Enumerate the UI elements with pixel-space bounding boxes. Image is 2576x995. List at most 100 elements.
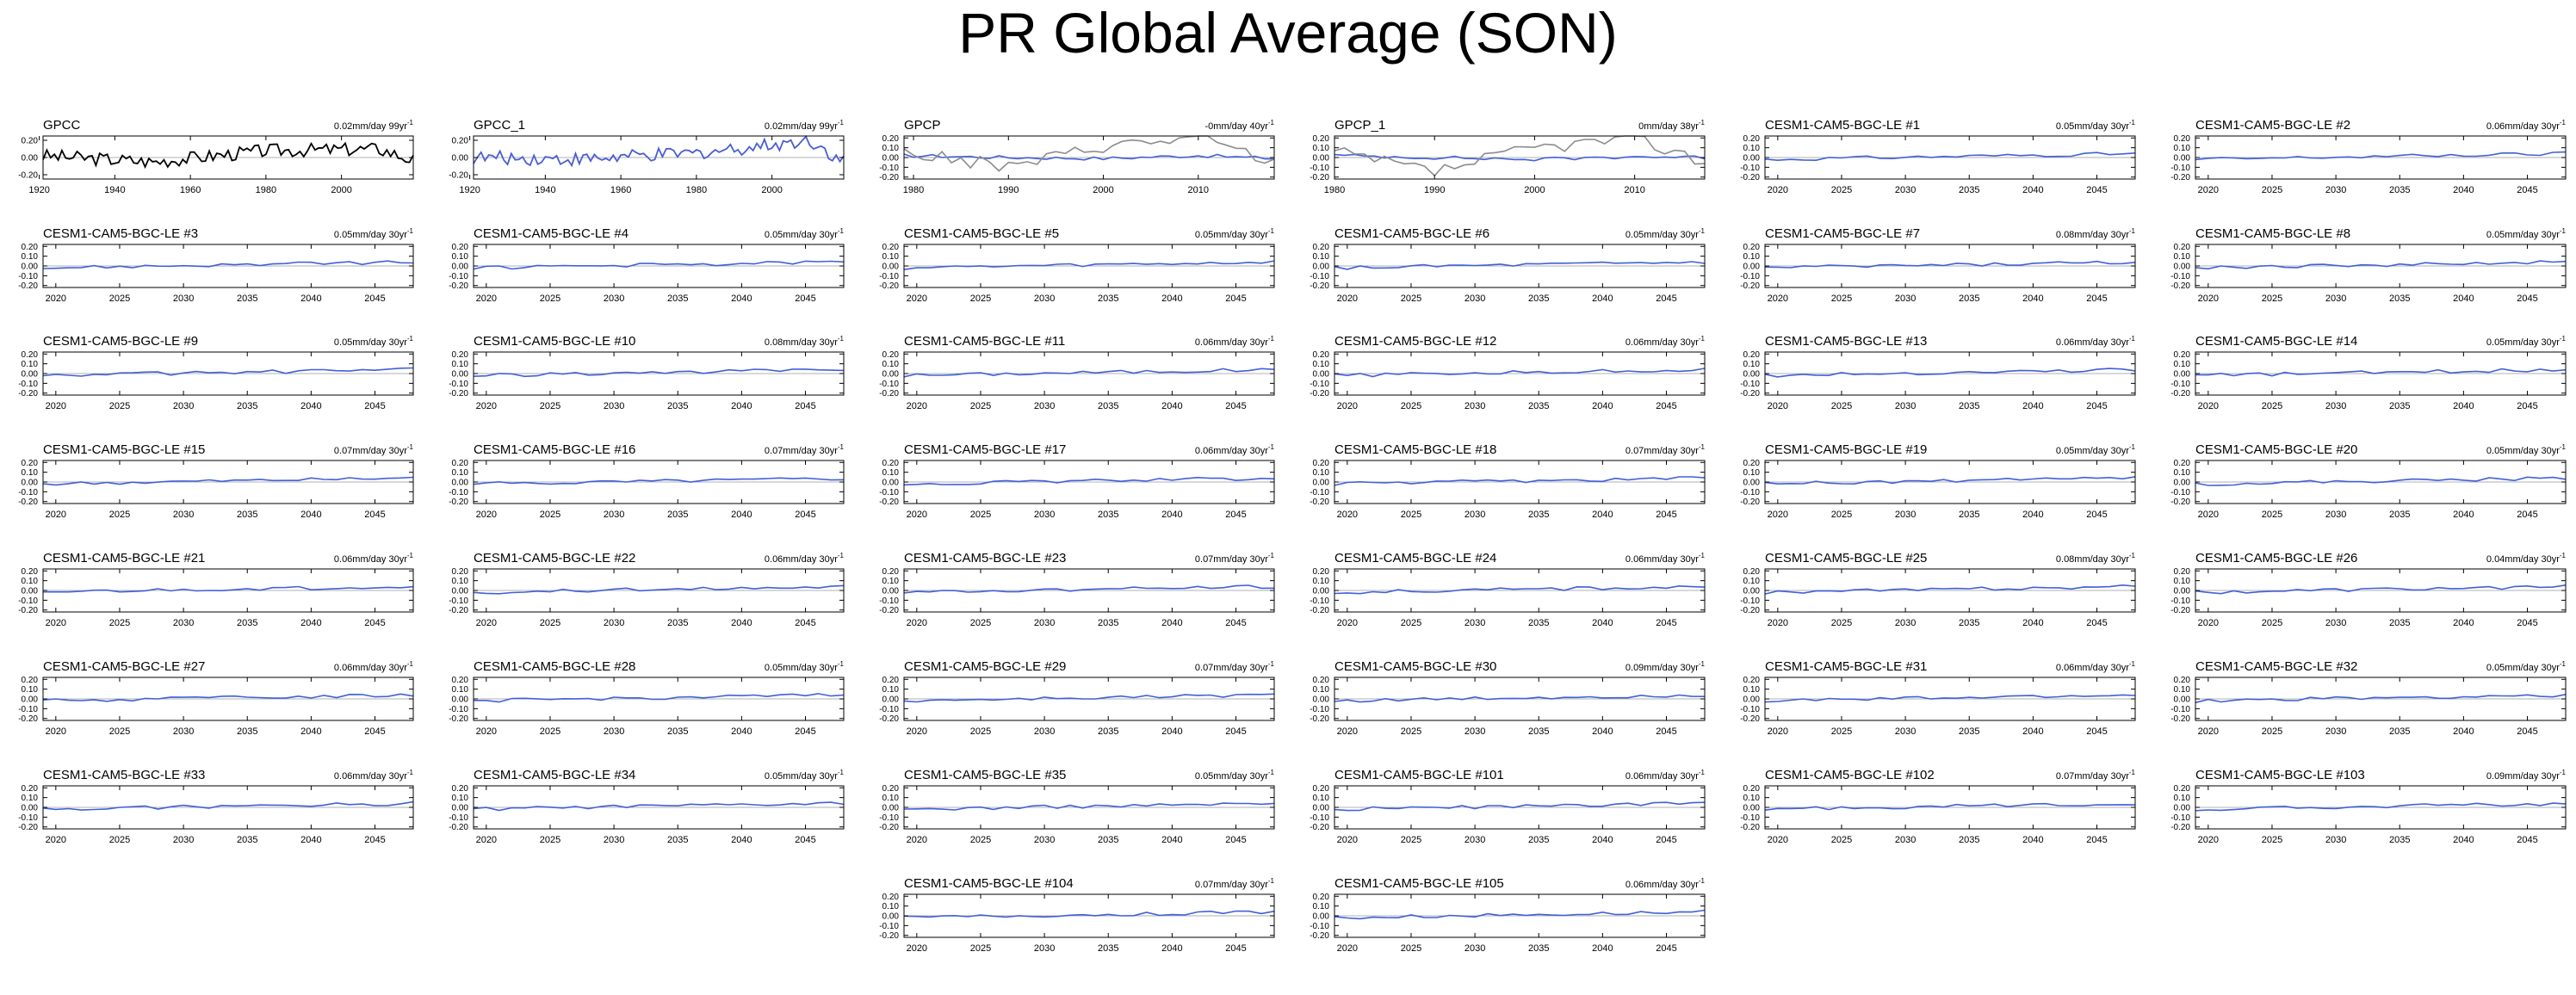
x-tick-label: 2045 [1656,510,1676,520]
y-tick-label: -0.20 [449,714,468,724]
y-tick-label: -0.20 [1740,389,1760,399]
x-tick-label: 2030 [173,294,194,304]
x-tick-label: 2045 [1225,943,1246,954]
x-tick-label: 2000 [331,185,351,195]
series-line [903,135,1275,172]
panel-title: CESM1-CAM5-BGC-LE #21 [43,551,205,565]
x-tick-label: 2030 [173,401,194,411]
x-tick-label: 2030 [1034,294,1055,304]
y-tick-label: -0.20 [879,714,899,724]
y-tick-label: -0.20 [18,606,38,615]
y-tick-label: -0.20 [1310,281,1329,291]
chart-panel: CESM1-CAM5-BGC-LE #28 0.05mm/day 30yr-1 0.… [449,659,844,737]
panel-trend-exponent: -1 [1268,552,1275,559]
y-tick-label: 0.10 [1313,468,1330,478]
x-tick-label: 2040 [2453,510,2474,520]
y-tick-label: 0.00 [452,370,469,380]
x-tick-label: 2025 [109,726,130,737]
y-tick-label: 0.10 [1743,360,1761,369]
chart-panel: CESM1-CAM5-BGC-LE #20 0.05mm/day 30yr-1 0.… [2170,442,2566,520]
x-tick-label: 2035 [1959,835,1979,845]
y-tick-label: 0.20 [1313,676,1330,685]
y-tick-label: 0.20 [452,567,469,577]
chart-panel: CESM1-CAM5-BGC-LE #18 0.07mm/day 30yr-1 0.… [1310,442,1705,520]
series-line [1334,694,1706,703]
x-tick-label: 2030 [1034,401,1055,411]
chart-panel: CESM1-CAM5-BGC-LE #8 0.05mm/day 30yr-1 0.2… [2170,226,2566,304]
x-tick-label: 2035 [1528,618,1549,628]
chart-panel: CESM1-CAM5-BGC-LE #9 0.05mm/day 30yr-1 0.2… [18,334,413,411]
panel-trend-label: 0.06mm/day 30yr-1 [1625,769,1706,782]
panel-trend-label: 0.06mm/day 30yr-1 [1195,443,1275,456]
y-tick-label: 0.00 [22,370,39,380]
x-tick-label: 2020 [476,401,497,411]
y-tick-label: -0.20 [449,171,468,181]
panel-trend-label: 0.05mm/day 30yr-1 [2486,335,2567,348]
panel-trend-label: 0.07mm/day 30yr-1 [765,443,845,456]
y-tick-label: -0.10 [18,488,38,498]
x-tick-label: 2025 [970,618,991,628]
y-tick-label: 0.10 [2174,685,2191,695]
panel-title: CESM1-CAM5-BGC-LE #104 [904,876,1074,891]
chart-panel: CESM1-CAM5-BGC-LE #22 0.06mm/day 30yr-1 0.… [449,551,844,628]
x-tick-label: 2030 [1034,943,1055,954]
x-tick-label: 2020 [1768,510,1788,520]
y-tick-label: 0.00 [452,804,469,813]
y-tick-label: -0.20 [1740,823,1760,832]
panel-title: CESM1-CAM5-BGC-LE #101 [1334,768,1504,782]
y-tick-label: 0.00 [882,154,900,164]
x-tick-label: 2020 [1337,726,1358,737]
x-tick-label: 2045 [2517,726,2537,737]
panel-trend-label: 0.05mm/day 30yr-1 [2486,660,2567,673]
panel-trend-exponent: -1 [838,227,845,235]
y-tick-label: -0.10 [1740,164,1760,173]
chart-panel: CESM1-CAM5-BGC-LE #11 0.06mm/day 30yr-1 0.… [879,334,1274,411]
panel-trend-label: 0.06mm/day 30yr-1 [1195,335,1275,348]
panel-trend-label: 0.05mm/day 30yr-1 [2486,227,2567,240]
x-tick-label: 2035 [1959,510,1979,520]
y-tick-label: -0.20 [2170,823,2190,832]
chart-panel: GPCP_1 0mm/day 38yr-1 0.200.100.00-0.10-0.… [1310,118,1705,195]
y-tick-label: 0.20 [2174,243,2191,252]
y-tick-label: 0.00 [1313,912,1330,922]
x-tick-label: 2025 [970,294,991,304]
x-tick-label: 1920 [28,185,49,195]
panel-title: CESM1-CAM5-BGC-LE #23 [904,551,1066,565]
chart-panel: CESM1-CAM5-BGC-LE #12 0.06mm/day 30yr-1 0.… [1310,334,1705,411]
x-tick-label: 2025 [109,510,130,520]
x-tick-label: 2040 [2453,726,2474,737]
y-tick-label: 0.00 [452,154,469,164]
y-tick-label: 0.00 [2174,587,2191,596]
series-line [1334,368,1706,378]
panel-trend-label: 0.07mm/day 30yr-1 [1625,443,1706,456]
x-tick-label: 2040 [2453,835,2474,845]
x-tick-label: 2020 [46,618,66,628]
x-tick-label: 2030 [1895,618,1916,628]
y-tick-label: 0.10 [22,360,39,369]
x-tick-label: 2020 [2198,726,2219,737]
chart-panel: GPCC_1 0.02mm/day 99yr-1 0.20 0.00 -0.20 1920… [449,118,845,195]
panel-trend-exponent: -1 [407,769,414,776]
y-tick-label: 0.00 [1743,695,1761,705]
x-tick-label: 2045 [2086,294,2107,304]
y-tick-label: -0.10 [879,380,899,389]
x-tick-label: 2030 [1895,835,1916,845]
panel-trend-label: 0.06mm/day 30yr-1 [2056,660,2136,673]
x-tick-label: 2020 [46,294,66,304]
y-tick-label: 0.10 [452,794,469,803]
x-tick-label: 2030 [173,726,194,737]
y-tick-label: 0.00 [22,479,39,488]
x-tick-label: 2030 [2325,618,2346,628]
panel-trend-label: 0.02mm/day 99yr-1 [765,119,845,132]
chart-panel: CESM1-CAM5-BGC-LE #19 0.05mm/day 30yr-1 0.… [1740,442,2135,520]
y-tick-label: 0.00 [1313,587,1330,596]
x-tick-label: 2025 [540,835,560,845]
panel-title: CESM1-CAM5-BGC-LE #7 [1765,226,1920,241]
x-tick-label: 1960 [180,185,201,195]
panel-title: CESM1-CAM5-BGC-LE #25 [1765,551,1927,565]
y-tick-label: 0.10 [452,360,469,369]
y-tick-label: 0.20 [22,676,39,685]
panel-title: CESM1-CAM5-BGC-LE #8 [2195,226,2350,241]
panel-trend-exponent: -1 [2560,769,2567,776]
